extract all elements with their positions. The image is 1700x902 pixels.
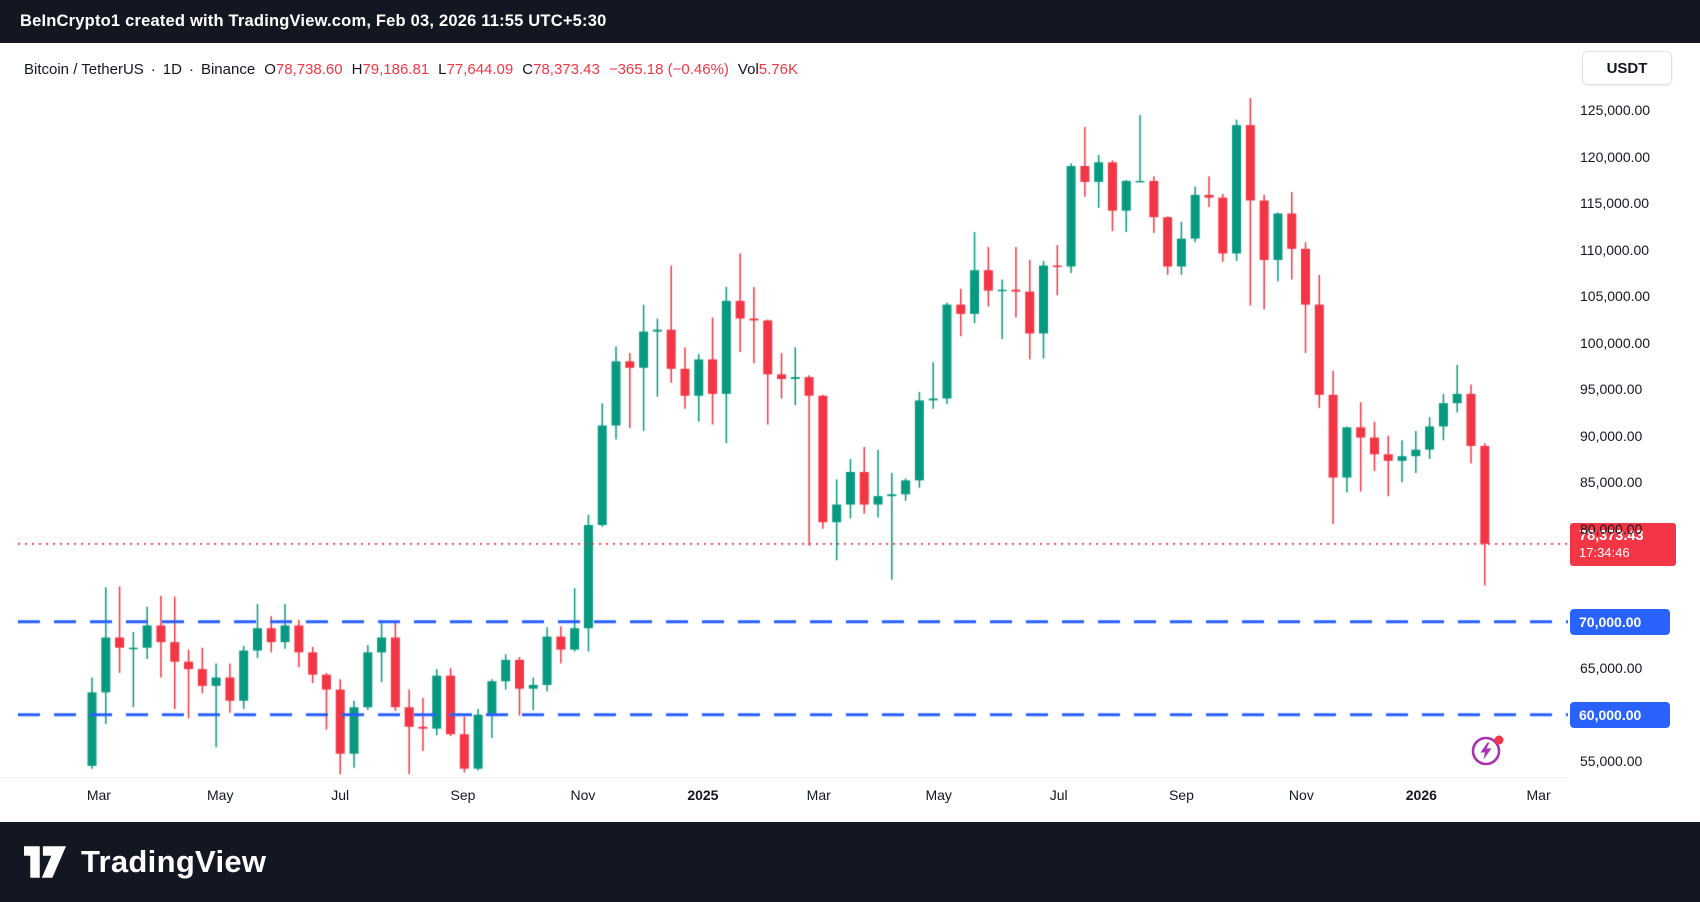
last-price-value: 78,373.43 [1579, 527, 1644, 544]
time-axis-label: May [207, 787, 234, 803]
time-axis-label: 2025 [687, 787, 719, 803]
lightning-icon [1471, 735, 1504, 766]
time-axis-label: Jul [1049, 787, 1068, 803]
currency-button[interactable]: USDT [1582, 51, 1672, 85]
price-tick-label: 110,000.00 [1580, 241, 1650, 258]
exchange-label: Binance [200, 60, 256, 78]
price-tick-label: 105,000.00 [1580, 288, 1651, 305]
level-label-60000[interactable]: 60,000.00 [1570, 701, 1670, 728]
time-axis-label: May [925, 787, 952, 803]
time-axis-label: 2026 [1405, 787, 1437, 803]
close-value: 78,373.43 [533, 60, 600, 78]
attribution-bar: BeInCrypto1 created with TradingView.com… [0, 0, 1700, 43]
close-label: C [522, 60, 534, 78]
legend-separator: · [150, 60, 156, 78]
price-axis[interactable]: 70,000.00 60,000.00 78,373.43 17:34:46 1… [1568, 43, 1700, 822]
legend-separator: · [188, 60, 194, 78]
time-axis-label: Sep [450, 787, 476, 803]
attribution-text: BeInCrypto1 created with TradingView.com… [20, 12, 607, 30]
low-label: L [438, 60, 447, 78]
time-axis-label: Mar [806, 787, 831, 803]
low-value: 77,644.09 [446, 60, 514, 78]
change-value: −365.18 (−0.46%) [608, 60, 729, 78]
time-axis-label: Mar [1526, 787, 1551, 803]
tradingview-wordmark[interactable]: TradingView [81, 844, 267, 879]
volume-label: Vol [737, 60, 759, 78]
price-tick-label: 95,000.00 [1580, 381, 1643, 398]
high-value: 79,186.81 [362, 60, 430, 78]
time-axis-label: Nov [1288, 787, 1314, 803]
level-label-70000[interactable]: 70,000.00 [1570, 608, 1670, 635]
footer-bar: TradingView [0, 822, 1700, 902]
price-tick-label: 80,000.00 [1580, 520, 1643, 537]
price-tick-label: 90,000.00 [1580, 427, 1643, 444]
last-price-label: 78,373.43 17:34:46 [1570, 522, 1676, 567]
notification-dot [1494, 735, 1504, 745]
candlestick-chart[interactable] [18, 87, 1568, 777]
interval-label[interactable]: 1D [162, 60, 182, 78]
price-tick-label: 100,000.00 [1580, 334, 1651, 351]
time-axis-label: Sep [1168, 787, 1194, 803]
chart-legend: Bitcoin / TetherUS · 1D · Binance O 78,73… [24, 56, 798, 82]
open-value: 78,738.60 [275, 60, 343, 78]
high-label: H [351, 60, 363, 78]
price-tick-label: 125,000.00 [1580, 102, 1651, 119]
volume-value: 5.76K [758, 60, 798, 78]
tradingview-logo-icon[interactable] [24, 846, 66, 878]
time-axis-label: Jul [331, 787, 350, 803]
time-axis[interactable]: Mar May Jul Sep Nov 2025 Mar May Jul Sep Nov 2026 Ma… [0, 777, 1568, 822]
bar-countdown: 17:34:46 [1579, 544, 1630, 560]
flash-reaction-icon[interactable] [1469, 731, 1507, 769]
chart-panel: Bitcoin / TetherUS · 1D · Binance O 78,73… [0, 43, 1700, 822]
symbol-title[interactable]: Bitcoin / TetherUS [24, 60, 144, 78]
price-tick-label: 120,000.00 [1580, 148, 1651, 165]
time-axis-label: Mar [86, 787, 111, 803]
price-tick-label: 115,000.00 [1580, 195, 1650, 212]
price-tick-label: 55,000.00 [1580, 753, 1643, 770]
open-label: O [264, 60, 276, 78]
time-axis-label: Nov [570, 787, 596, 803]
price-tick-label: 65,000.00 [1580, 660, 1643, 677]
price-tick-label: 85,000.00 [1580, 474, 1643, 491]
